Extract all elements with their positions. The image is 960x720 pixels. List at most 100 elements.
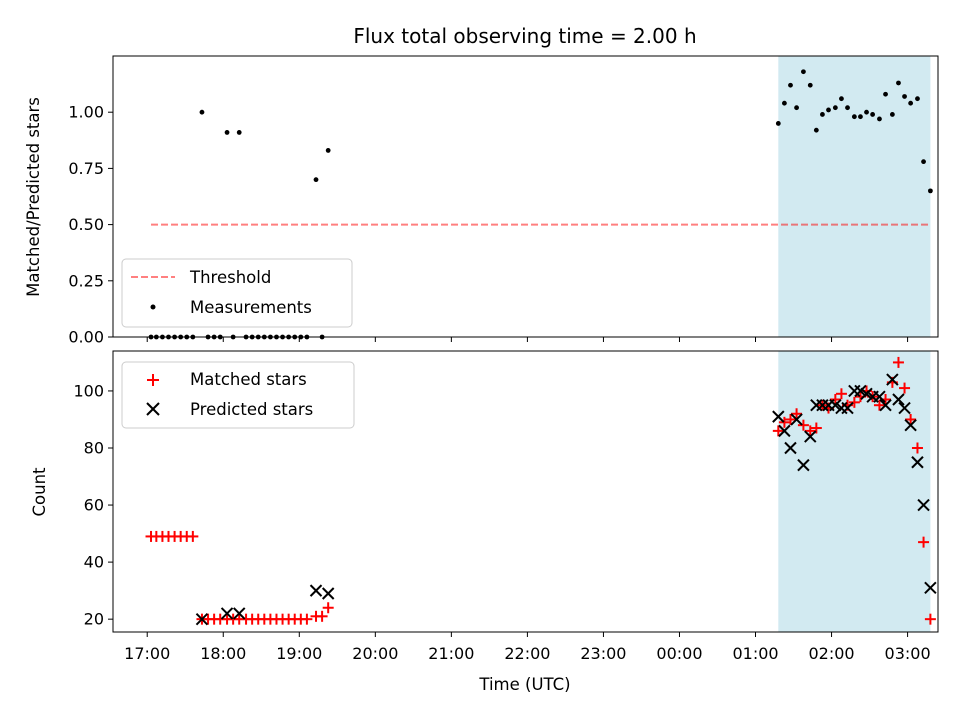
measurements-point: [820, 112, 825, 117]
measurements-point: [877, 116, 882, 122]
y-tick-label: 0.75: [68, 159, 104, 178]
x-tick-label: 20:00: [352, 644, 398, 663]
observing-window-span: [778, 351, 931, 632]
predicted-stars-point: [892, 393, 905, 406]
threshold-legend-label: Threshold: [189, 268, 271, 287]
matched-stars-point: [804, 425, 816, 437]
y-tick-label: 100: [73, 381, 104, 400]
matched-stars-point: [924, 613, 936, 625]
y-tick-label: 60: [84, 496, 104, 515]
predicted-stars-point: [911, 456, 924, 469]
measurements-point: [813, 127, 819, 133]
y-tick-label: 0.50: [68, 215, 104, 234]
matched-stars-point: [835, 388, 847, 400]
x-tick-label: 22:00: [504, 644, 550, 663]
matched-stars-point: [899, 382, 911, 394]
predicted-stars-point: [309, 584, 323, 597]
x-tick-label: 01:00: [732, 644, 778, 663]
y-tick-label: 40: [84, 553, 104, 572]
matched-stars-point: [918, 536, 930, 548]
measurements-point: [927, 188, 933, 194]
matched-stars-point: [187, 530, 199, 542]
measurements-point: [851, 114, 857, 120]
matched-stars-point: [873, 399, 885, 411]
measurements-point: [788, 82, 793, 88]
measurements-point: [883, 91, 888, 97]
count-legend: Matched stars Predicted stars: [121, 361, 355, 429]
predicted-stars-point: [321, 587, 335, 600]
predicted-stars-point: [886, 373, 899, 386]
y-tick-label: 1.00: [68, 103, 104, 122]
y-tick-label: 20: [84, 610, 104, 629]
measurements-point: [325, 148, 331, 153]
predicted-stars-point: [778, 424, 791, 438]
predicted-stars-point: [829, 398, 842, 412]
predicted-stars-point: [924, 581, 937, 594]
matched-stars-point: [911, 442, 923, 454]
matched-stars-point: [316, 610, 328, 622]
ratio-panel: 0.00 0.25 0.50 0.75 1.00 Matched/Predicted s…: [24, 55, 939, 347]
observing-window-span: [778, 56, 931, 337]
ratio-y-axis-label: Matched/Predicted stars: [24, 97, 43, 297]
measurements-point: [236, 130, 242, 135]
measurements-point: [889, 112, 895, 117]
measurements-point: [807, 82, 813, 88]
x-tick-label: 21:00: [428, 644, 474, 663]
y-tick-label: 0.00: [68, 328, 104, 347]
measurements-point: [915, 96, 920, 102]
measurements-point: [832, 105, 838, 111]
x-tick-label: 18:00: [200, 644, 246, 663]
measurements-point: [313, 177, 319, 183]
predicted-stars-point: [797, 458, 810, 472]
x-axis-label: Time (UTC): [478, 675, 570, 694]
count-panel: 20 40 60 80 100 17:00 18:00 19:00 20:00 21:00 22:…: [30, 350, 939, 694]
matched-stars-point: [778, 416, 790, 428]
predicted-stars-point: [804, 430, 817, 443]
ratio-panel-frame: [112, 55, 939, 338]
x-tick-label: 17:00: [124, 644, 170, 663]
chart-title: Flux total observing time = 2.00 h: [353, 24, 696, 48]
predicted-stars-point: [879, 398, 892, 412]
matched-stars-point: [905, 413, 917, 425]
ratio-legend: Threshold Measurements: [121, 258, 353, 328]
predicted-legend-label: Predicted stars: [190, 400, 313, 419]
predicted-stars-point: [233, 607, 246, 620]
predicted-stars-point: [195, 612, 209, 626]
measurements-point: [864, 109, 869, 115]
predicted-stars-point: [904, 418, 917, 432]
x-tick-label: 03:00: [885, 644, 931, 663]
matched-stars-point: [797, 419, 809, 431]
measurements-point: [896, 80, 901, 86]
predicted-legend-swatch: [146, 402, 160, 416]
predicted-stars-point: [854, 384, 867, 398]
x-tick-label: 02:00: [808, 644, 854, 663]
measurements-point: [826, 107, 831, 113]
predicted-stars-point: [772, 410, 785, 423]
predicted-stars-point: [873, 390, 886, 403]
matched-stars-point: [322, 602, 334, 614]
matched-stars-point: [784, 413, 796, 425]
measurements-point: [845, 105, 850, 111]
measurements-point: [908, 100, 914, 106]
y-tick-label: 0.25: [68, 271, 104, 290]
measurements-point: [921, 159, 926, 165]
count-legend-box: [121, 361, 355, 429]
count-y-axis-label: Count: [30, 467, 49, 517]
matched-stars-point: [791, 408, 803, 420]
matched-stars-point: [848, 396, 860, 408]
predicted-stars-point: [841, 401, 854, 415]
matched-legend-label: Matched stars: [190, 370, 307, 389]
measurements-point: [839, 96, 844, 102]
x-tick-label: 19:00: [276, 644, 322, 663]
predicted-stars-point: [898, 401, 911, 415]
measurements-point: [858, 114, 863, 120]
predicted-stars-point: [220, 607, 234, 620]
matched-stars-point: [892, 356, 904, 368]
measurements-point: [199, 109, 205, 115]
measurements-point: [801, 69, 806, 75]
count-panel-frame: [112, 350, 939, 633]
x-tick-label: 23:00: [580, 644, 626, 663]
measurements-legend-label: Measurements: [190, 298, 312, 317]
measurements-point: [902, 94, 907, 99]
